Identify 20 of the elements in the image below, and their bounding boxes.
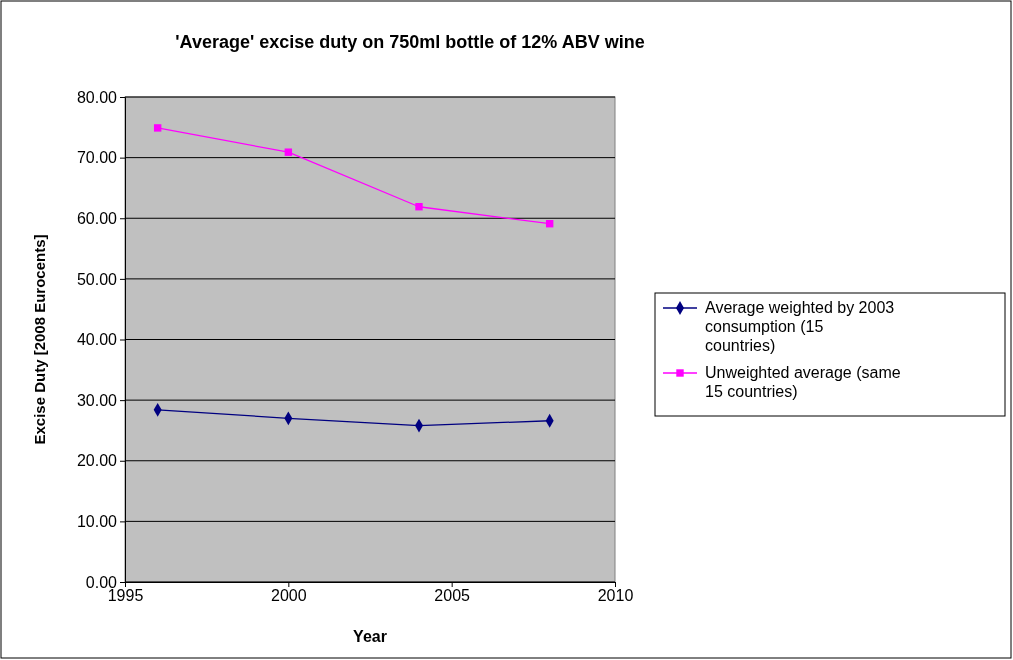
y-tick-label: 30.00: [76, 391, 118, 409]
x-tick-label: 1995: [107, 587, 144, 605]
point: [284, 148, 293, 156]
x-tick-label: 2000: [271, 587, 307, 605]
y-tick-label: 50.00: [76, 270, 118, 288]
y-tick-label: 10.00: [76, 512, 118, 530]
chart-title: 'Average' excise duty on 750ml bottle of 12% ABV wine: [175, 32, 645, 52]
y-tick-label: 70.00: [76, 149, 118, 167]
y-tick-label: 60.00: [76, 209, 118, 227]
y-tick-label: 20.00: [76, 452, 118, 470]
x-tick-label: 2010: [597, 587, 634, 605]
x-tick-label: 2005: [434, 587, 471, 605]
legend-label: Unweighted average (same 15 countries): [705, 364, 901, 400]
y-axis-title: Excise Duty [2008 Eurocents]: [31, 234, 48, 445]
y-tick-label: 40.00: [76, 331, 118, 349]
legend-label: Average weighted by 2003 consumption (15 countries): [705, 299, 895, 354]
y-tick-label: 80.00: [76, 88, 118, 106]
point: [415, 203, 423, 211]
x-axis-title: Year: [353, 628, 387, 645]
point: [153, 124, 162, 132]
